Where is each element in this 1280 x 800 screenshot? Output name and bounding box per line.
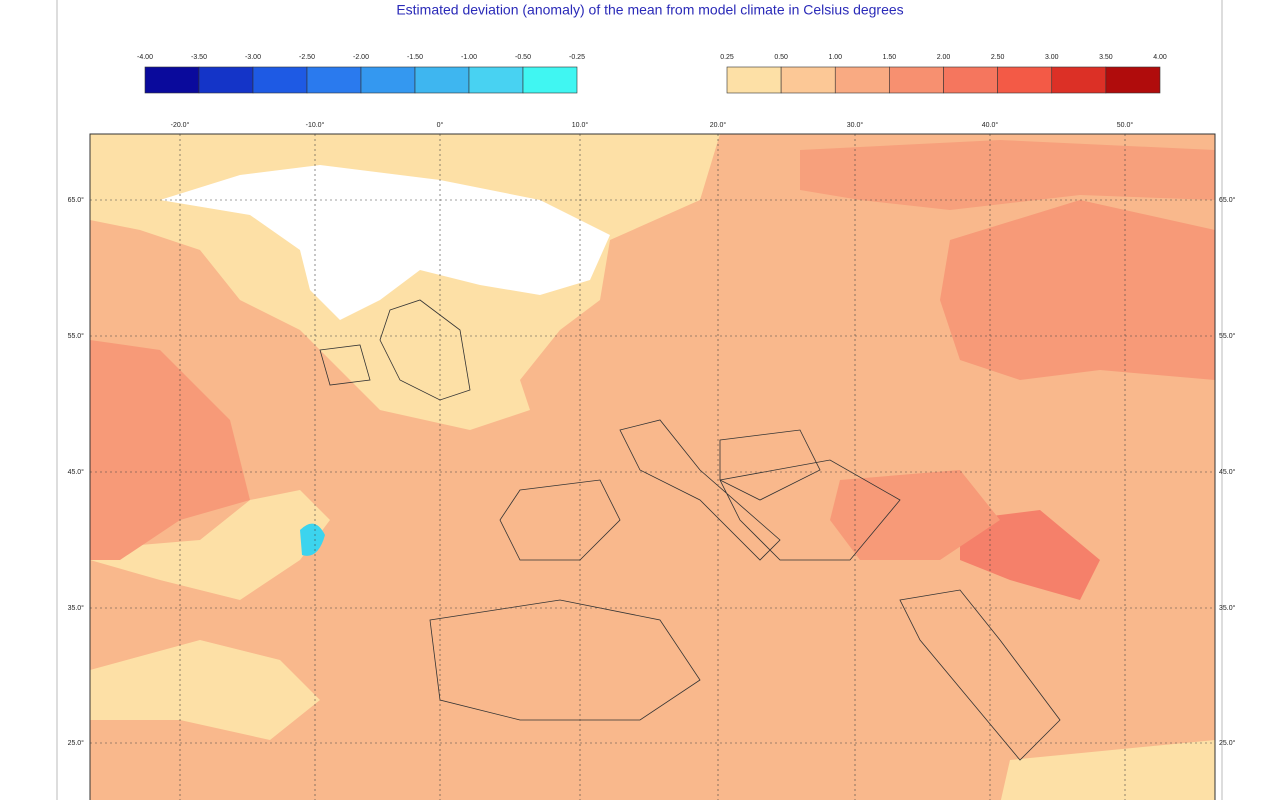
legend-label: -2.50 <box>299 54 315 61</box>
legend-label: -3.50 <box>191 54 207 61</box>
legend-swatch <box>198 66 254 94</box>
lat-label: 25.0° <box>1219 739 1236 747</box>
legend-label: -0.50 <box>515 54 531 61</box>
legend-swatch <box>468 66 524 94</box>
legend-label: 4.00 <box>1153 54 1167 61</box>
legend-label: -4.00 <box>137 54 153 61</box>
legend-label: 1.50 <box>883 54 897 61</box>
legend-label: 0.50 <box>774 54 788 61</box>
lat-label: 35.0° <box>1219 604 1236 612</box>
lat-label: 55.0° <box>1219 332 1236 340</box>
legend-label: -3.00 <box>245 54 261 61</box>
near-zero-region <box>160 165 610 320</box>
legend-swatch <box>1105 66 1161 94</box>
legend-swatch <box>306 66 362 94</box>
legend-label: 1.00 <box>828 54 842 61</box>
lon-label: 30.0° <box>847 121 864 129</box>
legend-swatch <box>834 66 890 94</box>
lat-label: 65.0° <box>1219 196 1236 204</box>
legend-label: -0.25 <box>569 54 585 61</box>
legend-swatch <box>943 66 998 94</box>
lon-label: -20.0° <box>171 121 190 129</box>
title: Estimated deviation (anomaly) of the mea… <box>396 2 903 18</box>
legend-swatch <box>360 66 416 94</box>
legend-swatch <box>889 66 944 94</box>
anomaly-region <box>960 510 1100 600</box>
anomaly-region <box>800 140 1215 210</box>
anomaly-region <box>830 470 1000 560</box>
anomaly-region <box>90 490 330 600</box>
legend-swatch <box>780 66 836 94</box>
legend-swatch <box>414 66 470 94</box>
legend-label: 3.00 <box>1045 54 1059 61</box>
legend-label: 0.25 <box>720 54 734 61</box>
anomaly-region <box>90 640 320 740</box>
negative-anomaly-patch <box>300 523 325 556</box>
anomaly-region <box>940 200 1215 380</box>
lon-label: 50.0° <box>1117 121 1134 129</box>
legend-swatch <box>1051 66 1107 94</box>
anomaly-region <box>90 340 250 560</box>
legend-swatch <box>252 66 308 94</box>
map-frame <box>89 133 1216 800</box>
lat-label: 55.0° <box>68 332 85 340</box>
lon-label: 10.0° <box>572 121 589 129</box>
lat-label: 35.0° <box>68 604 85 612</box>
lon-label: 0° <box>437 121 444 129</box>
legend-label: -1.50 <box>407 54 423 61</box>
anomaly-region <box>1000 740 1215 800</box>
graticule <box>90 134 1215 800</box>
legend-swatch <box>726 66 782 94</box>
lat-label: 25.0° <box>68 739 85 747</box>
legend-label: -1.00 <box>461 54 477 61</box>
lon-label: -10.0° <box>306 121 325 129</box>
lat-label: 65.0° <box>68 196 85 204</box>
legend-swatch <box>144 66 200 94</box>
legend-label: 2.00 <box>937 54 951 61</box>
legend-label: 2.50 <box>991 54 1005 61</box>
legend-label: 3.50 <box>1099 54 1113 61</box>
map <box>90 134 1215 800</box>
legend-label: -2.00 <box>353 54 369 61</box>
lon-label: 20.0° <box>710 121 727 129</box>
lon-label: 40.0° <box>982 121 999 129</box>
lat-label: 45.0° <box>68 468 85 476</box>
lat-label: 45.0° <box>1219 468 1236 476</box>
legend-swatch <box>522 66 578 94</box>
legend-swatch <box>997 66 1053 94</box>
